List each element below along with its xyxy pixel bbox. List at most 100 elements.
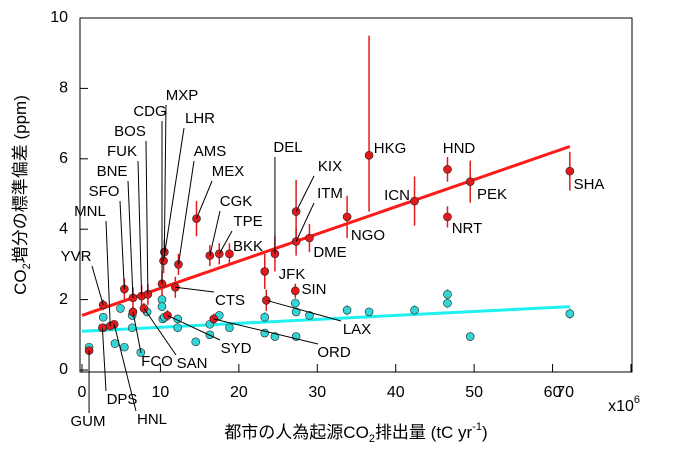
leader-line (91, 265, 104, 306)
plot-frame (79, 17, 633, 373)
point (291, 286, 300, 296)
point-label: CGK (220, 193, 253, 210)
mult-base: x10 (608, 398, 634, 415)
point-label: HNL (137, 411, 167, 428)
point-label: HND (443, 140, 476, 157)
point (410, 305, 419, 315)
point-label: MEX (212, 163, 245, 180)
x-label-part: 排出量 (tC yr (375, 423, 473, 442)
y-tick-label: 0 (59, 361, 68, 378)
point (127, 323, 137, 333)
point (364, 150, 374, 160)
y-tick-label: 4 (59, 220, 68, 237)
point (157, 302, 167, 311)
point-label: SYD (221, 340, 252, 357)
leader-line (167, 314, 221, 341)
point (260, 267, 270, 276)
point (260, 312, 270, 322)
x-label-part: ) (482, 423, 488, 442)
point (173, 323, 182, 333)
point-label: GUM (71, 413, 106, 430)
point-label: SHA (574, 176, 605, 193)
point (465, 332, 475, 341)
x-tick-label: 60 (544, 384, 562, 401)
y-label-sub: 2 (21, 263, 33, 269)
x-tick-label: 30 (308, 384, 326, 401)
point (443, 212, 452, 222)
y-label-part: CO (11, 269, 30, 295)
leader-line (127, 180, 134, 298)
point-label: FUK (107, 143, 137, 160)
y-axis-label: CO2増分の標準偏差 (ppm) (11, 95, 32, 295)
point (291, 307, 301, 317)
x-label-sup: -1 (472, 421, 482, 433)
point (443, 165, 452, 174)
y-label-part: 増分の標準偏差 (ppm) (11, 95, 30, 263)
point (410, 196, 419, 206)
x-tick-label: 40 (387, 384, 405, 401)
point-label: KIX (318, 158, 342, 175)
point (364, 307, 374, 317)
point-label: SIN (301, 281, 326, 298)
point-label: NRT (452, 220, 483, 237)
leader-line (209, 210, 221, 256)
leader-line (218, 230, 233, 255)
x-tick-label: 20 (230, 384, 248, 401)
point-label: ORD (317, 344, 351, 361)
leader-line (295, 175, 315, 212)
x-tick-label: 0 (78, 384, 87, 401)
leader-line (266, 299, 342, 322)
point-label: DME (313, 244, 346, 261)
point (291, 298, 300, 308)
point-label: SFO (89, 183, 120, 200)
leader-line (137, 160, 143, 297)
point-label: CTS (215, 292, 245, 309)
y-tick-label: 2 (59, 291, 68, 308)
point-label: JFK (279, 266, 306, 283)
leader-line (163, 104, 167, 253)
point (225, 249, 234, 259)
x-tick-label: 50 (465, 384, 483, 401)
point (305, 311, 314, 320)
point-label: SAN (177, 355, 208, 372)
point (116, 304, 125, 313)
point (110, 339, 120, 348)
leader-line (113, 324, 137, 412)
point-label: MXP (166, 87, 199, 104)
point (443, 298, 452, 308)
leader-line (145, 140, 149, 295)
point (305, 233, 314, 243)
point (443, 290, 452, 299)
y-tick-label: 10 (50, 9, 68, 26)
y-tick-label: 6 (59, 150, 68, 167)
point-label: BKK (233, 238, 263, 255)
leader-line (213, 318, 319, 345)
leader-line (177, 160, 195, 265)
fit-line (81, 305, 570, 333)
leader-line (295, 202, 315, 242)
point (342, 212, 352, 222)
x-label-part: 都市の人為起源CO (224, 423, 369, 442)
y-tick-label: 8 (59, 80, 68, 97)
x-multiplier: x106 (608, 394, 640, 415)
point (98, 312, 108, 322)
mult-exp: 6 (634, 394, 640, 406)
x-label-sub: 2 (369, 433, 375, 445)
x-tick-label: 70 (556, 384, 574, 401)
point-label: FCO (141, 353, 173, 370)
point-label: NGO (351, 227, 385, 244)
leader-line (196, 180, 213, 219)
point-label: CDG (133, 103, 166, 120)
point-label: LHR (185, 110, 215, 127)
point (565, 309, 575, 318)
point (191, 337, 201, 347)
leader-line (119, 200, 125, 290)
point (465, 177, 475, 186)
point-label: AMS (194, 143, 227, 160)
point-label: MNL (74, 203, 106, 220)
point-label: DEL (273, 139, 302, 156)
leader-line (143, 308, 177, 356)
point-label: PEK (477, 186, 507, 203)
point-label: ITM (317, 185, 343, 202)
